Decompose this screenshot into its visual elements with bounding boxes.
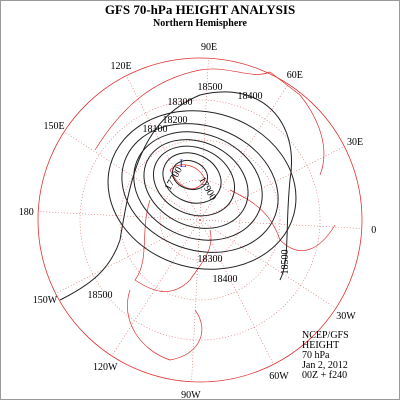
longitude-label: 120W	[93, 362, 118, 373]
contour	[133, 131, 263, 241]
meridian	[111, 219, 201, 357]
meridian	[199, 219, 362, 229]
contour-label: 18500	[88, 290, 113, 301]
meridian	[199, 219, 337, 309]
contour-label: 18300	[198, 254, 223, 265]
meridian	[191, 219, 201, 382]
height-contours	[59, 91, 297, 301]
longitude-label: 150E	[44, 121, 65, 132]
info-line: NCEP/GFS	[302, 330, 349, 341]
longitude-label: 60E	[287, 70, 303, 81]
longitude-label: 180	[19, 207, 34, 218]
longitude-label: 90E	[201, 42, 217, 53]
latitude-circle	[119, 139, 281, 301]
contour-label: 18300	[168, 97, 193, 108]
coastline	[169, 164, 206, 190]
info-line: 00Z + f240	[302, 370, 347, 381]
contour-label: 18500	[198, 82, 223, 93]
contour	[143, 139, 249, 229]
meridian	[199, 219, 274, 365]
contour-label: 18500	[280, 250, 291, 275]
longitude-labels: 90E 60E 30E 0 30W 60W 90W 120W 150W 180 150E 120E	[19, 42, 377, 400]
meridian	[126, 75, 201, 221]
contour	[171, 159, 209, 191]
longitude-label: 30W	[336, 311, 356, 322]
longitude-label: 0	[371, 225, 376, 236]
longitude-label: 30E	[347, 137, 363, 148]
info-block: NCEP/GFS HEIGHT 70 hPa Jan 2, 2012 00Z +…	[302, 330, 349, 381]
contour	[152, 145, 236, 217]
meridian	[199, 146, 345, 221]
contour	[107, 110, 297, 270]
contour-labels: 18500 18400 18300 18200 18100 17700 1790…	[88, 82, 292, 301]
coastline	[127, 289, 203, 361]
coastline	[134, 199, 212, 292]
contour-label: 18100	[143, 124, 168, 135]
longitude-label: 60W	[269, 371, 289, 382]
info-line: 70 hPa	[302, 350, 330, 361]
title: GFS 70-hPa HEIGHT ANALYSIS	[105, 2, 295, 17]
meridian	[199, 58, 209, 221]
coastline	[94, 68, 325, 176]
contour	[121, 123, 279, 253]
map-boundary	[37, 57, 363, 383]
latitude-circle	[79, 99, 321, 341]
longitude-label: 150W	[33, 295, 58, 306]
graticule	[38, 58, 362, 382]
contour	[59, 91, 292, 301]
longitude-label: 90W	[181, 390, 201, 400]
info-line: Jan 2, 2012	[302, 360, 348, 371]
contour-label: 18200	[163, 115, 188, 126]
meridian	[38, 211, 201, 221]
latitude-circle	[159, 179, 241, 261]
low-marker: L	[179, 156, 186, 170]
meridian	[55, 219, 201, 294]
contour-label: 18400	[213, 274, 238, 285]
longitude-label: 120E	[110, 61, 131, 72]
contour	[162, 152, 222, 204]
info-line: HEIGHT	[302, 340, 339, 351]
subtitle: Northern Hemisphere	[153, 18, 248, 29]
contour-label: 18400	[238, 91, 263, 102]
meridian	[63, 131, 201, 221]
